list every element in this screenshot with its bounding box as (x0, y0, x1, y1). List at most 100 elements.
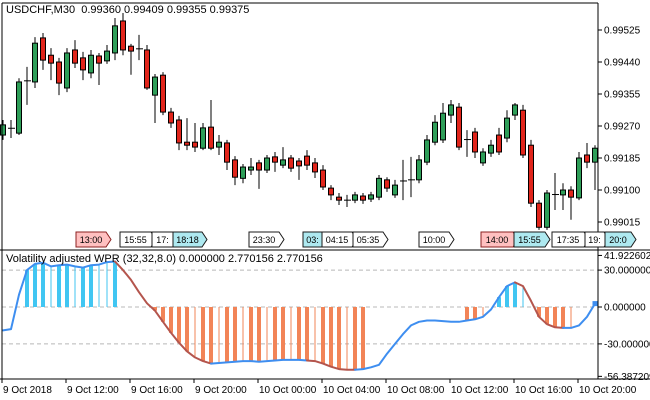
price-axis-label: 0.99100 (604, 186, 641, 197)
bear-candle (168, 111, 174, 124)
indicator-axis-label: -56.387209 (604, 372, 650, 383)
bear-candle (336, 196, 342, 201)
bull-candle (200, 127, 206, 149)
time-tag[interactable]: 15:55 (513, 231, 551, 248)
indicator-current-values: 0.000000 2.770156 2.770156 (179, 253, 323, 265)
indicator-line (2, 260, 598, 371)
time-axis-label: 9 Oct 2018 (3, 385, 52, 396)
time-tag-label: 15:55 (124, 235, 147, 245)
time-tag[interactable]: 23:30 (248, 231, 285, 248)
bear-candle (192, 141, 198, 148)
indicator-params-label: (32,32,8.0) (122, 253, 176, 265)
time-tag[interactable]: 05:35 (352, 231, 389, 248)
bear-candle (272, 156, 278, 163)
time-tag[interactable]: 20:0 (604, 231, 637, 248)
bull-candle (416, 159, 422, 181)
bull-candle (104, 50, 110, 62)
time-tag[interactable]: 04:15 (321, 231, 358, 248)
bear-candle (304, 155, 310, 166)
bull-candle (16, 81, 22, 134)
bear-candle (48, 54, 54, 64)
bull-candle (88, 54, 94, 74)
time-tag[interactable]: 14:00 (480, 231, 519, 248)
time-tag[interactable]: 18:18 (172, 231, 208, 248)
bear-candle (472, 131, 478, 153)
bear-candle (208, 126, 214, 149)
time-tag-label: 05:35 (357, 235, 380, 245)
time-axis-label: 10 Oct 12:00 (451, 385, 509, 396)
bear-candle (320, 169, 326, 188)
price-axis-label: 0.99355 (604, 90, 641, 101)
bull-candle (376, 177, 382, 198)
time-tag[interactable]: 10:00 (418, 231, 455, 248)
time-axis[interactable]: 9 Oct 2018 9 Oct 12:00 9 Oct 16:00 9 Oct 20… (1, 379, 637, 396)
bull-candle (440, 112, 446, 141)
time-axis-label: 9 Oct 12:00 (67, 385, 119, 396)
time-tag-label: 23:30 (253, 235, 276, 245)
bull-candle (32, 42, 38, 83)
bear-candle (536, 202, 542, 228)
time-tags: 13:00 15:55 17: 18:18 23:30 03: 04:15 05:35 10:0… (75, 231, 637, 248)
bull-candle (424, 139, 430, 163)
time-tag-label: 15:55 (518, 235, 541, 245)
bear-candle (72, 49, 78, 64)
time-tag-label: 10:00 (423, 235, 446, 245)
time-axis-label: 10 Oct 04:00 (323, 385, 381, 396)
bear-candle (328, 187, 334, 196)
indicator-axis-label: 41.922602 (604, 251, 650, 262)
bull-candle (576, 157, 582, 199)
bear-candle (40, 37, 46, 61)
bear-candle (176, 119, 182, 144)
bear-candle (56, 61, 62, 84)
time-tag-label: 18:18 (176, 235, 199, 245)
time-axis-label: 10 Oct 08:00 (387, 385, 445, 396)
candles-layer (0, 13, 598, 230)
time-tag-label: 04:15 (326, 235, 349, 245)
bear-candle (232, 159, 238, 178)
bear-candle (224, 142, 230, 163)
bear-candle (184, 141, 190, 146)
bull-candle (592, 147, 598, 163)
bull-candle (480, 151, 486, 164)
bear-candle (528, 144, 534, 204)
indicator-axis-label: -30.000000 (604, 339, 650, 350)
bull-candle (488, 144, 494, 154)
bear-candle (96, 55, 102, 64)
bear-candle (568, 189, 574, 198)
indicator-histogram (25, 261, 572, 370)
bull-candle (112, 25, 118, 54)
bear-candle (288, 157, 294, 169)
bull-candle (544, 192, 550, 228)
bear-candle (456, 106, 462, 148)
price-axis-label: 0.99270 (604, 122, 641, 133)
time-tag-label: 03: (306, 235, 319, 245)
price-axis-label: 0.99440 (604, 58, 641, 69)
bear-candle (120, 20, 126, 51)
pane-borders (0, 2, 650, 380)
price-axis[interactable]: 0.99525 0.99440 0.99355 0.99270 0.99185 0.991… (598, 26, 650, 383)
bull-candle (368, 194, 374, 200)
bull-candle (152, 76, 158, 96)
bear-candle (360, 195, 366, 201)
bull-candle (560, 189, 566, 196)
time-tag-label: 13:00 (80, 235, 103, 245)
price-axis-label: 0.99525 (604, 26, 641, 37)
time-axis-label: 9 Oct 16:00 (131, 385, 183, 396)
time-tag[interactable]: 15:55 (119, 231, 157, 248)
time-axis-label: 10 Oct 00:00 (259, 385, 317, 396)
bear-candle (520, 109, 526, 156)
bull-candle (504, 117, 510, 139)
time-tag[interactable]: 13:00 (75, 231, 112, 248)
bear-candle (296, 160, 302, 167)
price-axis-label: 0.99015 (604, 218, 641, 229)
indicator-axis-label: 30.000000 (604, 266, 650, 277)
bull-candle (512, 104, 518, 116)
bull-candle (392, 184, 398, 196)
time-tag[interactable]: 17:35 (551, 231, 590, 248)
time-tag-label: 20:0 (609, 235, 627, 245)
bear-candle (584, 154, 590, 163)
indicator-name-label: Volatility adjusted WPR (6, 253, 120, 265)
time-axis-label: 10 Oct 20:00 (579, 385, 637, 396)
